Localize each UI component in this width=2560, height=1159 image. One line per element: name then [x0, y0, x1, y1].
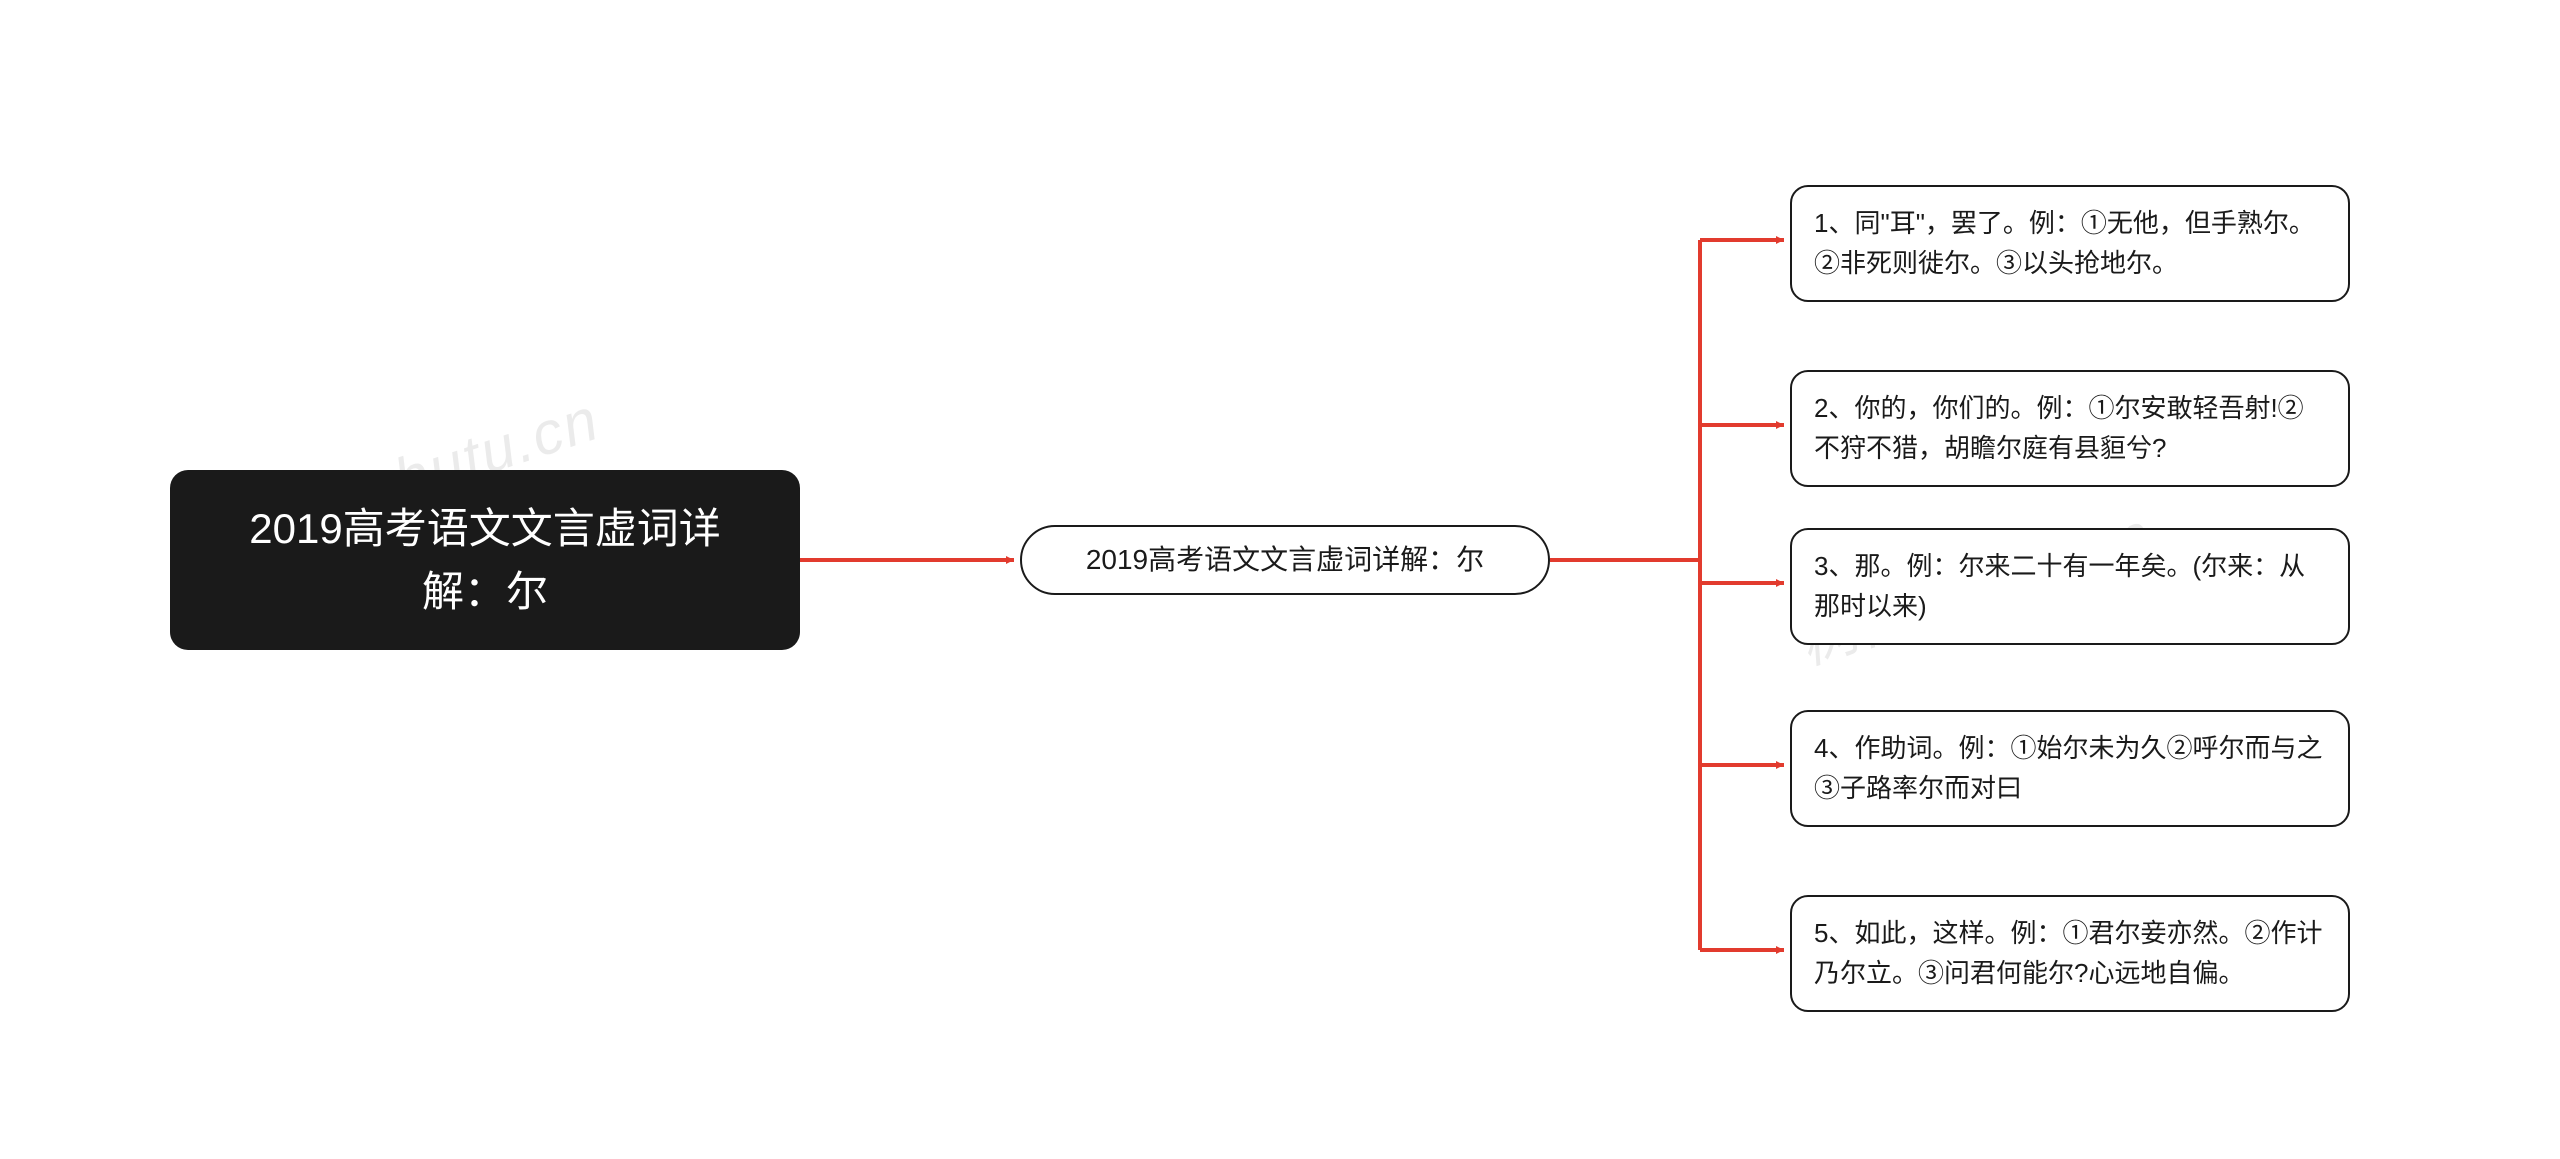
leaf-node-5: 5、如此，这样。例：①君尔妾亦然。②作计乃尔立。③问君何能尔?心远地自偏。 — [1790, 895, 2350, 1012]
root-node: 2019高考语文文言虚词详解：尔 — [170, 470, 800, 650]
leaf-text: 3、那。例：尔来二十有一年矣。(尔来：从那时以来) — [1814, 551, 2305, 621]
mid-node: 2019高考语文文言虚词详解：尔 — [1020, 525, 1550, 595]
leaf-text: 1、同"耳"，罢了。例：①无他，但手熟尔。②非死则徙尔。③以头抢地尔。 — [1814, 208, 2315, 278]
root-title: 2019高考语文文言虚词详解：尔 — [210, 497, 760, 623]
leaf-text: 4、作助词。例：①始尔未为久②呼尔而与之③子路率尔而对曰 — [1814, 733, 2322, 803]
leaf-text: 2、你的，你们的。例：①尔安敢轻吾射!②不狩不猎，胡瞻尔庭有县貆兮? — [1814, 393, 2304, 463]
leaf-node-3: 3、那。例：尔来二十有一年矣。(尔来：从那时以来) — [1790, 528, 2350, 645]
leaf-text: 5、如此，这样。例：①君尔妾亦然。②作计乃尔立。③问君何能尔?心远地自偏。 — [1814, 918, 2322, 988]
leaf-node-2: 2、你的，你们的。例：①尔安敢轻吾射!②不狩不猎，胡瞻尔庭有县貆兮? — [1790, 370, 2350, 487]
mindmap-canvas: shutu.cn 树图shutu.cn 2019高考语文文言虚词详解：尔 201… — [0, 0, 2560, 1159]
leaf-node-4: 4、作助词。例：①始尔未为久②呼尔而与之③子路率尔而对曰 — [1790, 710, 2350, 827]
leaf-node-1: 1、同"耳"，罢了。例：①无他，但手熟尔。②非死则徙尔。③以头抢地尔。 — [1790, 185, 2350, 302]
mid-title: 2019高考语文文言虚词详解：尔 — [1086, 540, 1484, 579]
